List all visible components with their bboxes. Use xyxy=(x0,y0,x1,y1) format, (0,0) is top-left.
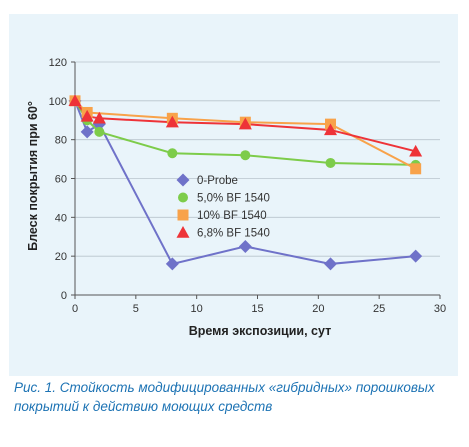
legend-label-0: 0-Probe xyxy=(197,175,238,187)
series-3-point-3 xyxy=(165,115,179,128)
x-tick-label-25: 25 xyxy=(373,303,385,315)
series-0-point-3 xyxy=(165,257,179,271)
chart: 0 20 40 60 80 100 120 0 5 10 15 20 25 30 Время экспоз… xyxy=(26,57,446,338)
y-tick-label-20: 20 xyxy=(55,251,67,263)
x-tick-label-0: 0 xyxy=(72,303,78,315)
y-tick-label-80: 80 xyxy=(55,135,67,147)
legend-marker-3 xyxy=(176,226,190,238)
y-tick-label-60: 60 xyxy=(55,174,67,186)
series-3-point-4 xyxy=(238,117,252,130)
x-tick-label-5: 5 xyxy=(133,303,139,315)
series-0-point-6 xyxy=(409,249,423,263)
y-axis-label: Блеск покрытия при 60° xyxy=(26,101,40,251)
x-tick-label-20: 20 xyxy=(312,303,324,315)
x-tick-label-10: 10 xyxy=(191,303,203,315)
legend-marker-2 xyxy=(177,209,189,221)
legend-marker-1 xyxy=(178,192,188,203)
series-1-point-2 xyxy=(94,126,105,137)
series-1-point-3 xyxy=(167,148,178,159)
series-markers xyxy=(68,94,423,271)
caption-text: Стойкость модифицированных «гибридных» п… xyxy=(14,380,435,414)
y-tick-label-100: 100 xyxy=(49,96,67,108)
legend-marker-0 xyxy=(176,173,190,187)
figure-caption: Рис. 1. Стойкость модифицированных «гибр… xyxy=(14,378,454,416)
y-tick-label-0: 0 xyxy=(61,290,67,302)
y-tick-label-120: 120 xyxy=(49,57,67,69)
series-3-point-1 xyxy=(80,109,94,122)
legend-label-2: 10% BF 1540 xyxy=(197,210,267,222)
y-tick-label-40: 40 xyxy=(55,212,67,224)
x-tick-label-30: 30 xyxy=(434,303,446,315)
x-axis-label: Время экспозиции, сут xyxy=(189,324,332,338)
series-0-point-4 xyxy=(238,239,252,253)
series-3-point-0 xyxy=(68,94,82,107)
legend-label-3: 6,8% BF 1540 xyxy=(197,228,270,240)
series-1-point-5 xyxy=(325,157,336,168)
grid xyxy=(75,61,440,257)
tick-labels: 0 20 40 60 80 100 120 0 5 10 15 20 25 30 xyxy=(49,57,446,315)
series-3-point-2 xyxy=(92,111,106,124)
series-0-point-1 xyxy=(80,125,94,139)
series-3-point-5 xyxy=(324,123,337,136)
x-tick-label-15: 15 xyxy=(251,303,263,315)
series-1-point-4 xyxy=(240,150,251,161)
series-3-point-6 xyxy=(409,144,423,157)
legend: 0-Probe 5,0% BF 1540 10% BF 1540 6,8% BF 15… xyxy=(176,173,270,240)
legend-label-1: 5,0% BF 1540 xyxy=(197,193,270,205)
series-2-point-5 xyxy=(410,163,422,175)
plot-panel xyxy=(9,14,458,376)
axes xyxy=(71,61,441,299)
caption-label: Рис. 1. xyxy=(14,380,57,395)
series-0-point-5 xyxy=(324,257,337,271)
